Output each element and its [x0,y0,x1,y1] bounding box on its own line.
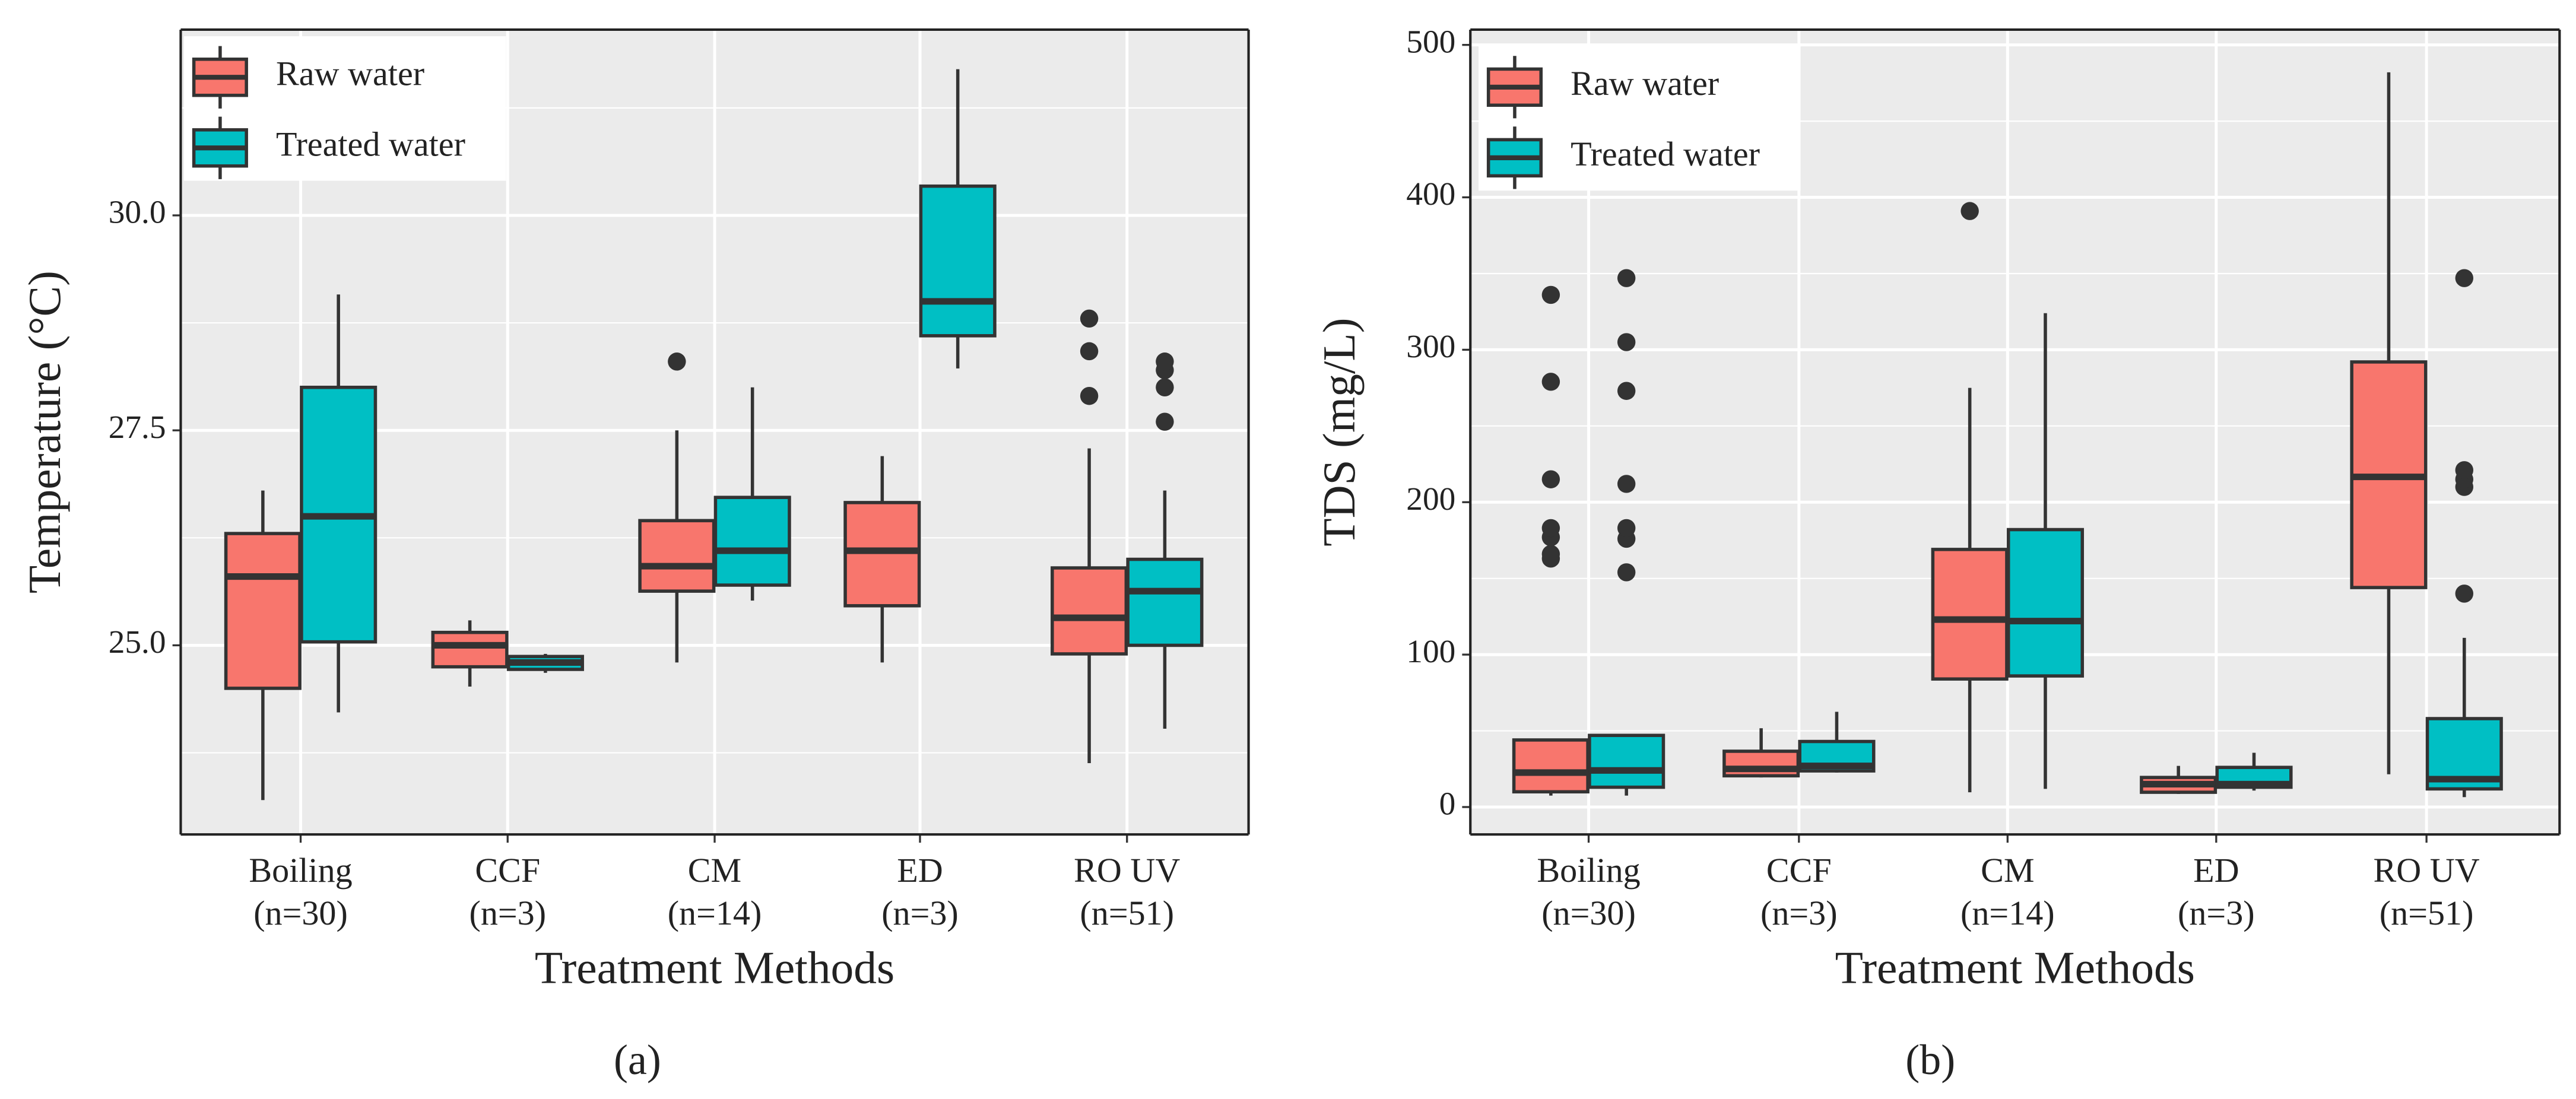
x-tick-count: (n=14) [668,894,762,932]
y-tick-label: 400 [1406,176,1455,212]
x-tick-label: RO UV [1074,851,1180,890]
outlier [1617,382,1636,400]
box [1126,557,1204,647]
outlier [1960,202,1979,220]
outlier [1541,545,1560,563]
legend-label: Raw water [276,55,424,93]
box [1931,548,2009,681]
outlier [1617,475,1636,493]
box [1588,733,1665,789]
outlier [1156,352,1174,371]
outlier [1080,387,1099,405]
box [713,495,791,587]
outlier [1156,412,1174,431]
panel-label: (a) [614,1036,661,1084]
x-tick-count: (n=30) [253,894,348,932]
x-tick-label: CCF [1766,851,1832,890]
y-tick-label: 200 [1406,481,1455,517]
outlier [1617,563,1636,582]
box [638,519,716,593]
outlier [2455,461,2474,479]
y-tick-label: 300 [1406,328,1455,364]
box [843,501,921,608]
x-tick-count: (n=3) [2178,894,2255,932]
y-tick-label: 30.0 [109,194,166,230]
x-tick-count: (n=3) [881,894,959,932]
outlier [1080,342,1099,361]
outlier [1617,269,1636,287]
y-tick-label: 500 [1406,23,1455,59]
outlier [1541,373,1560,391]
x-tick-label: CCF [475,851,540,890]
x-tick-count: (n=30) [1541,894,1636,932]
box [2006,528,2085,678]
outlier [1541,285,1560,304]
y-tick-label: 0 [1439,786,1456,822]
y-tick-label: 100 [1406,633,1455,669]
x-tick-count: (n=3) [469,894,546,932]
x-tick-label: CM [1981,851,2034,890]
x-tick-count: (n=51) [1080,894,1174,932]
x-tick-label: ED [897,851,943,890]
legend-label: Treated water [1571,135,1760,173]
y-axis-title: TDS (mg/L) [1314,317,1365,546]
outlier [1617,519,1636,538]
legend-label: Raw water [1571,64,1719,103]
outlier [1617,333,1636,351]
x-tick-label: Boiling [1537,851,1640,890]
x-tick-label: Boiling [249,851,352,890]
y-axis-title: Temperature (°C) [19,271,70,593]
outlier [2455,585,2474,603]
panel-label: (b) [1905,1036,1955,1084]
x-tick-label: CM [688,851,741,890]
outlier [1541,470,1560,488]
box [1512,738,1590,794]
box [224,532,302,690]
outlier [2455,269,2474,287]
y-tick-label: 25.0 [109,624,166,660]
x-axis-title: Treatment Methods [1835,942,2195,993]
outlier [1156,378,1174,396]
box [1051,566,1128,656]
x-tick-count: (n=14) [1960,894,2055,932]
x-tick-label: ED [2193,851,2239,890]
x-tick-count: (n=51) [2380,894,2474,932]
legend-label: Treated water [276,125,465,164]
x-tick-label: RO UV [2374,851,2480,890]
outlier [1541,519,1560,538]
x-tick-count: (n=3) [1760,894,1838,932]
x-axis-title: Treatment Methods [535,942,894,993]
y-tick-label: 27.5 [109,409,166,445]
box [919,184,997,338]
outlier [668,352,686,371]
box [431,630,509,669]
outlier [1080,309,1099,328]
